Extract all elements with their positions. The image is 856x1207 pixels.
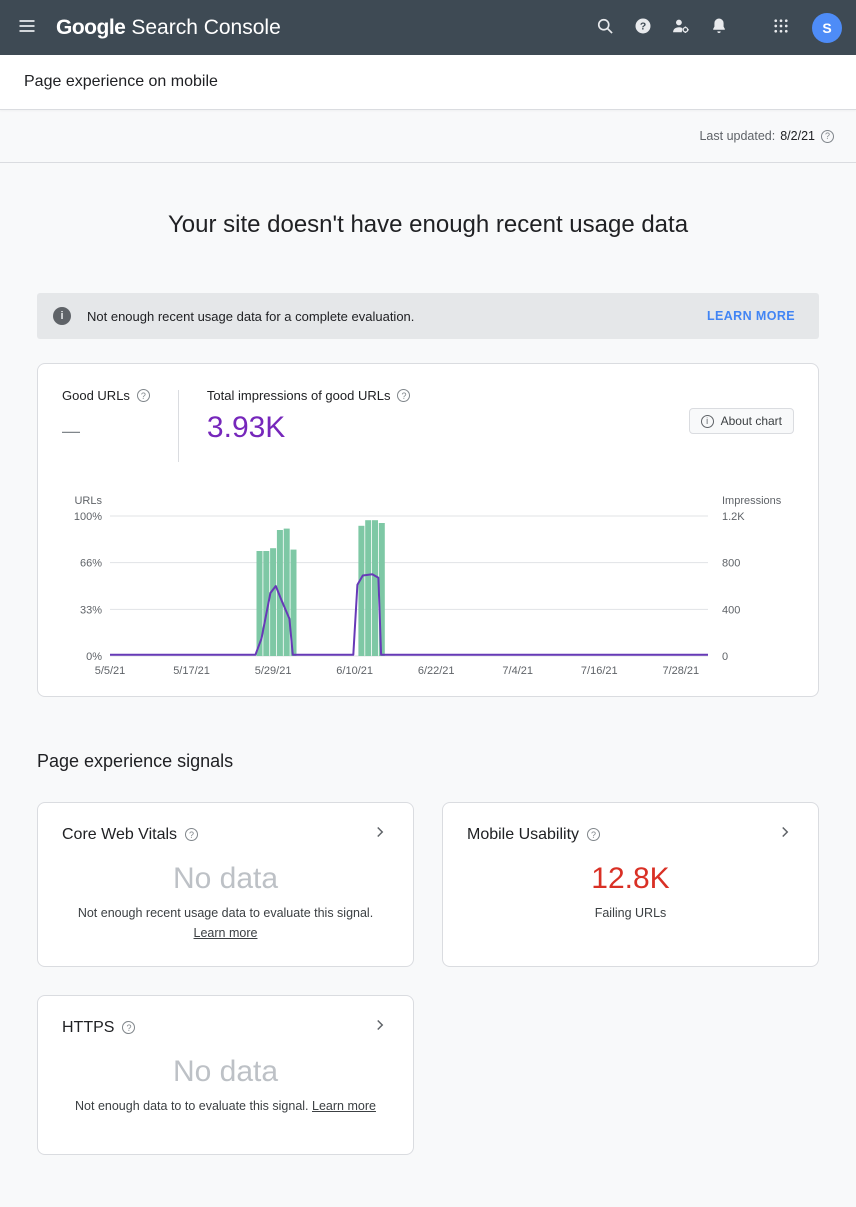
last-updated-value: 8/2/21 [780, 129, 815, 143]
page-breadcrumb: Page experience on mobile [24, 73, 218, 90]
card-description: Failing URLs [594, 906, 667, 920]
card-title: HTTPS [62, 1018, 115, 1036]
about-chart-info-icon: i [700, 414, 714, 428]
card-title: Mobile Usability [467, 825, 580, 843]
topbar-actions: ? S [586, 9, 842, 47]
page-bottom-spacer [0, 1155, 856, 1207]
learn-more-link[interactable]: Learn more [193, 926, 258, 941]
vertical-divider [177, 390, 179, 462]
app-logo[interactable]: Google Search Console [56, 16, 281, 40]
svg-text:0: 0 [722, 651, 728, 663]
about-chart-button[interactable]: i About chart [688, 408, 794, 434]
learn-more-link[interactable]: Learn more [312, 1099, 376, 1114]
signals-grid: Core Web Vitals ? No data Not enough rec… [37, 802, 819, 1156]
svg-text:URLs: URLs [74, 495, 102, 507]
svg-text:800: 800 [722, 558, 740, 570]
hamburger-icon [17, 16, 37, 39]
notifications-button[interactable] [700, 9, 738, 47]
chart-header: Good URLs ? — Total impressions of good … [62, 388, 794, 462]
svg-text:1.2K: 1.2K [722, 511, 745, 523]
banner-message: Not enough recent usage data for a compl… [87, 308, 415, 324]
apps-grid-button[interactable] [762, 9, 800, 47]
learn-more-button[interactable]: LEARN MORE [706, 309, 795, 323]
svg-text:?: ? [640, 22, 646, 33]
svg-text:5/17/21: 5/17/21 [173, 665, 210, 677]
svg-text:6/22/21: 6/22/21 [418, 665, 455, 677]
signals-section-title: Page experience signals [37, 751, 234, 771]
last-updated-row: Last updated: 8/2/21 ? [0, 110, 856, 162]
svg-text:33%: 33% [80, 604, 102, 616]
svg-text:100%: 100% [74, 511, 102, 523]
mobile-usability-help-icon[interactable]: ? [587, 828, 601, 841]
account-avatar[interactable]: S [812, 12, 842, 43]
main-content: Last updated: 8/2/21 ? Your site doesn't… [0, 110, 856, 1207]
impressions-help-icon[interactable]: ? [397, 389, 411, 402]
section-divider [0, 162, 856, 163]
svg-text:7/28/21: 7/28/21 [662, 665, 699, 677]
svg-text:Impressions: Impressions [722, 495, 782, 507]
user-settings-button[interactable] [662, 9, 700, 47]
svg-text:66%: 66% [80, 558, 102, 570]
chevron-right-icon [371, 1016, 389, 1039]
page-title: Your site doesn't have enough recent usa… [167, 211, 689, 238]
breadcrumb-bar: Page experience on mobile [0, 55, 856, 110]
chevron-right-icon [776, 823, 794, 846]
bell-icon [709, 16, 729, 39]
good-urls-metric: Good URLs ? — [62, 388, 150, 442]
svg-text:7/16/21: 7/16/21 [581, 665, 618, 677]
impressions-label: Total impressions of good URLs [206, 388, 391, 403]
impressions-metric: Total impressions of good URLs ? 3.93K [207, 388, 411, 445]
card-description: Not enough recent usage data to evaluate… [62, 904, 389, 942]
usage-chart-card: Good URLs ? — Total impressions of good … [37, 363, 819, 697]
svg-text:5/5/21: 5/5/21 [95, 665, 126, 677]
svg-text:7/4/21: 7/4/21 [502, 665, 533, 677]
menu-button[interactable] [8, 9, 46, 47]
core-web-vitals-help-icon[interactable]: ? [185, 828, 199, 841]
top-app-bar: Google Search Console ? [0, 0, 856, 55]
card-value: No data [172, 862, 279, 895]
help-icon: ? [633, 16, 653, 39]
search-icon [595, 16, 615, 39]
svg-text:0%: 0% [86, 651, 102, 663]
card-description: Not enough data to to evaluate this sign… [75, 1099, 376, 1114]
https-card[interactable]: HTTPS ? No data Not enough data to to ev… [37, 995, 414, 1156]
usage-chart: URLs Impressions 100% 1.2K 66% 800 33% 400 0% 0 5/… [62, 492, 794, 682]
svg-text:6/10/21: 6/10/21 [336, 665, 373, 677]
card-value: No data [172, 1055, 279, 1089]
svg-text:400: 400 [722, 604, 740, 616]
logo-brand: Google [56, 15, 126, 39]
svg-text:5/29/21: 5/29/21 [255, 665, 292, 677]
chevron-right-icon [371, 823, 389, 846]
core-web-vitals-card[interactable]: Core Web Vitals ? No data Not enough rec… [37, 802, 414, 968]
card-title: Core Web Vitals [62, 825, 178, 843]
last-updated-help-icon[interactable]: ? [821, 129, 834, 143]
mobile-usability-card[interactable]: Mobile Usability ? 12.8K Failing URLs [442, 802, 819, 968]
help-button[interactable]: ? [624, 9, 662, 47]
search-button[interactable] [586, 9, 624, 47]
impressions-value: 3.93K [206, 411, 286, 444]
good-urls-label: Good URLs [62, 388, 130, 403]
last-updated-label: Last updated: [699, 129, 776, 143]
about-chart-label: About chart [720, 414, 782, 428]
card-value: 12.8K [591, 862, 670, 895]
good-urls-value: — [62, 421, 80, 441]
user-settings-icon [671, 16, 691, 39]
apps-grid-icon [772, 17, 790, 38]
https-help-icon[interactable]: ? [122, 1021, 136, 1035]
logo-product: Search Console [131, 15, 281, 39]
good-urls-help-icon[interactable]: ? [136, 389, 150, 402]
info-banner: i Not enough recent usage data for a com… [37, 293, 819, 339]
info-icon: i [53, 307, 71, 325]
